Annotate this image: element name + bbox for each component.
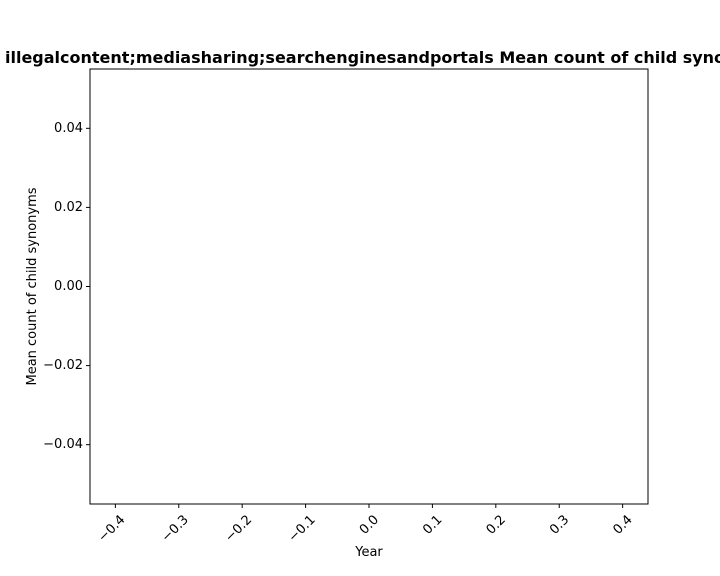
x-tick-label: −0.4 xyxy=(95,512,128,545)
x-axis-ticks: −0.4 −0.3 −0.2 −0.1 0.0 0.1 0.2 0.3 0.4 xyxy=(95,504,636,545)
x-tick-label: −0.1 xyxy=(286,512,319,545)
y-axis-label: Mean count of child synonyms xyxy=(25,187,40,385)
x-axis-label: Year xyxy=(354,545,383,560)
y-axis-ticks: −0.04 −0.02 0.00 0.02 0.04 xyxy=(43,121,90,452)
y-tick-label: −0.02 xyxy=(43,358,83,373)
y-tick-label: 0.02 xyxy=(54,200,83,215)
x-tick-label: 0.0 xyxy=(357,512,382,537)
x-tick-label: 0.2 xyxy=(484,512,509,537)
chart-title: illegalcontent;mediasharing;searchengine… xyxy=(5,48,720,67)
x-tick-label: −0.3 xyxy=(159,512,192,545)
x-tick-label: 0.4 xyxy=(610,512,635,537)
x-tick-label: −0.2 xyxy=(222,512,255,545)
y-tick-label: 0.00 xyxy=(54,279,83,294)
y-tick-label: 0.04 xyxy=(54,121,83,136)
x-tick-label: 0.1 xyxy=(420,512,445,537)
y-tick-label: −0.04 xyxy=(43,437,83,452)
x-tick-label: 0.3 xyxy=(547,512,572,537)
plot-area xyxy=(89,68,649,505)
